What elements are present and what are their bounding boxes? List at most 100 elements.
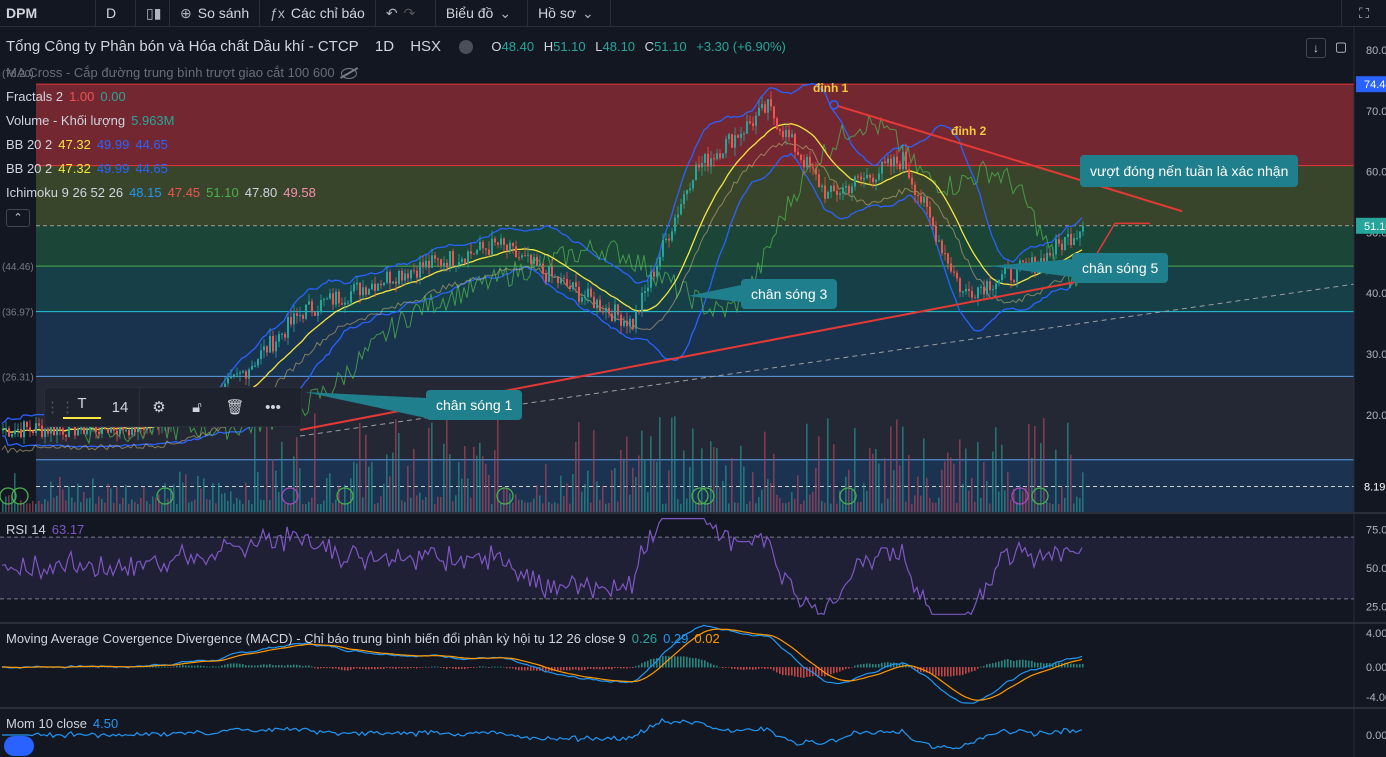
volume-bar (551, 503, 553, 512)
macd-hist-bar (992, 663, 994, 668)
collapse-legend-icon[interactable]: ⌃ (6, 209, 30, 227)
tradingview-logo-icon[interactable] (4, 736, 34, 756)
legend-volume[interactable]: Volume - Khối lượng 5.963M (6, 113, 181, 128)
macd-hist-bar (377, 667, 379, 670)
candle-body (866, 174, 868, 178)
candle-body (365, 287, 367, 295)
momentum-line (2, 717, 1083, 750)
volume-bar (1067, 422, 1069, 512)
macd-hist-bar (803, 667, 805, 678)
candle-body (797, 151, 799, 155)
volume-bar (728, 503, 730, 512)
volume-bar (956, 502, 958, 512)
macd-hist-bar (641, 663, 643, 668)
macd-hist-bar (86, 666, 88, 668)
fractal-marker (1011, 487, 1029, 505)
legend-rsi[interactable]: RSI 14 63.17 (6, 522, 90, 537)
macd-hist-bar (389, 667, 391, 669)
volume-bar (335, 499, 337, 512)
hidden-eye-icon[interactable] (340, 68, 357, 80)
macd-hist-bar (668, 656, 670, 668)
candle-type-button[interactable]: ▯▮ (136, 0, 170, 26)
symbol-search[interactable]: DPM (0, 0, 96, 26)
volume-bar (722, 480, 724, 512)
volume-bar (203, 478, 205, 512)
macd-hist-bar (104, 666, 106, 668)
volume-bar (863, 483, 865, 512)
candle-body (1031, 257, 1033, 266)
collapse-icon[interactable] (459, 40, 474, 55)
macd-hist-bar (1052, 663, 1054, 668)
lock-icon[interactable]: 🔓︎ (192, 398, 202, 416)
macd-hist-bar (887, 662, 889, 668)
volume-bar (827, 418, 829, 512)
legend-ichimoku[interactable]: Ichimoku 9 26 52 26 48.15 47.45 51.10 47.80 4… (6, 185, 322, 200)
macd-hist-bar (647, 660, 649, 668)
callout-wave-3[interactable]: chân sóng 3 (741, 279, 838, 309)
macd-hist-bar (437, 666, 439, 668)
macd-hist-bar (167, 666, 169, 668)
volume-bar (770, 482, 772, 512)
volume-bar (1040, 443, 1042, 512)
volume-bar (746, 503, 748, 512)
profile-menu-button[interactable]: Hồ sơ ⌄ (528, 0, 611, 26)
arrow-down-icon[interactable]: ↓ (1306, 38, 1326, 58)
candle-body (629, 318, 631, 327)
candle-body (1010, 267, 1012, 281)
volume-bar (440, 496, 442, 512)
compare-button[interactable]: ⊕ So sánh (170, 0, 261, 26)
candle-body (818, 174, 820, 188)
chart-menu-button[interactable]: Biểu đồ ⌄ (436, 0, 529, 26)
trash-icon[interactable]: 🗑︎ (225, 399, 245, 416)
annotation-peak-2[interactable]: đỉnh 2 (951, 124, 987, 138)
volume-bar (437, 496, 439, 512)
more-icon[interactable]: ••• (265, 398, 281, 416)
volume-bar (755, 503, 757, 512)
text-tool-icon[interactable]: T (63, 395, 101, 419)
macd-hist-bar (587, 667, 589, 669)
macd-hist-bar (656, 658, 658, 668)
macd-hist-bar (986, 664, 988, 668)
indicators-button[interactable]: ƒx Các chỉ báo (260, 0, 376, 26)
callout-confirm[interactable]: vượt đóng nến tuần là xác nhận (1080, 155, 1299, 187)
volume-bar (299, 468, 301, 512)
macd-hist-bar (197, 665, 199, 668)
chevron-down-icon: ⌄ (582, 4, 594, 21)
maximize-icon[interactable]: ▢ (1334, 39, 1348, 54)
volume-bar (317, 503, 319, 512)
interval-button[interactable]: D (96, 0, 136, 26)
volume-bar (368, 466, 370, 512)
candle-body (524, 255, 526, 257)
macd-hist-bar (464, 667, 466, 670)
candle-body (416, 270, 418, 278)
callout-wave-5[interactable]: chân sóng 5 (1072, 253, 1169, 283)
callout-wave-1[interactable]: chân sóng 1 (426, 390, 523, 420)
macd-hist-bar (530, 667, 532, 671)
candle-body (683, 194, 685, 204)
legend-ma-cross[interactable]: MA Cross - Cắp đường trung bình trượt gi… (6, 65, 363, 80)
drag-handle-icon[interactable]: ⋮⋮ (45, 399, 75, 416)
macd-hist-bar (218, 666, 220, 668)
function-icon: ƒx (270, 5, 285, 21)
legend-fractals[interactable]: Fractals 2 1.00 0.00 (6, 89, 132, 104)
candle-body (110, 426, 112, 433)
legend-bb-label: BB 20 2 (6, 137, 53, 152)
legend-macd[interactable]: Moving Average Covergence Divergence (MA… (6, 631, 726, 646)
candle-body (506, 244, 508, 251)
legend-bb-upper: 49.99 (96, 137, 130, 152)
candle-body (407, 273, 409, 279)
annotation-peak-1[interactable]: đỉnh 1 (813, 81, 849, 95)
macd-hist-bar (608, 667, 610, 670)
gear-icon[interactable]: ⚙ (152, 399, 166, 416)
macd-hist-bar (776, 667, 778, 673)
legend-bb-1[interactable]: BB 20 2 47.32 49.99 44.65 (6, 137, 174, 152)
undo-redo[interactable]: ↶ ↷ (376, 0, 436, 26)
volume-bar (974, 501, 976, 512)
fullscreen-button[interactable]: ⛶ (1341, 0, 1386, 26)
legend-mom[interactable]: Mom 10 close 4.50 (6, 716, 124, 731)
legend-bb-2[interactable]: BB 20 2 47.32 49.99 44.65 (6, 161, 174, 176)
font-size-button[interactable]: 14 (111, 398, 129, 416)
volume-bar (848, 469, 850, 512)
fractal-marker (281, 487, 299, 505)
macd-hist-bar (344, 667, 346, 671)
